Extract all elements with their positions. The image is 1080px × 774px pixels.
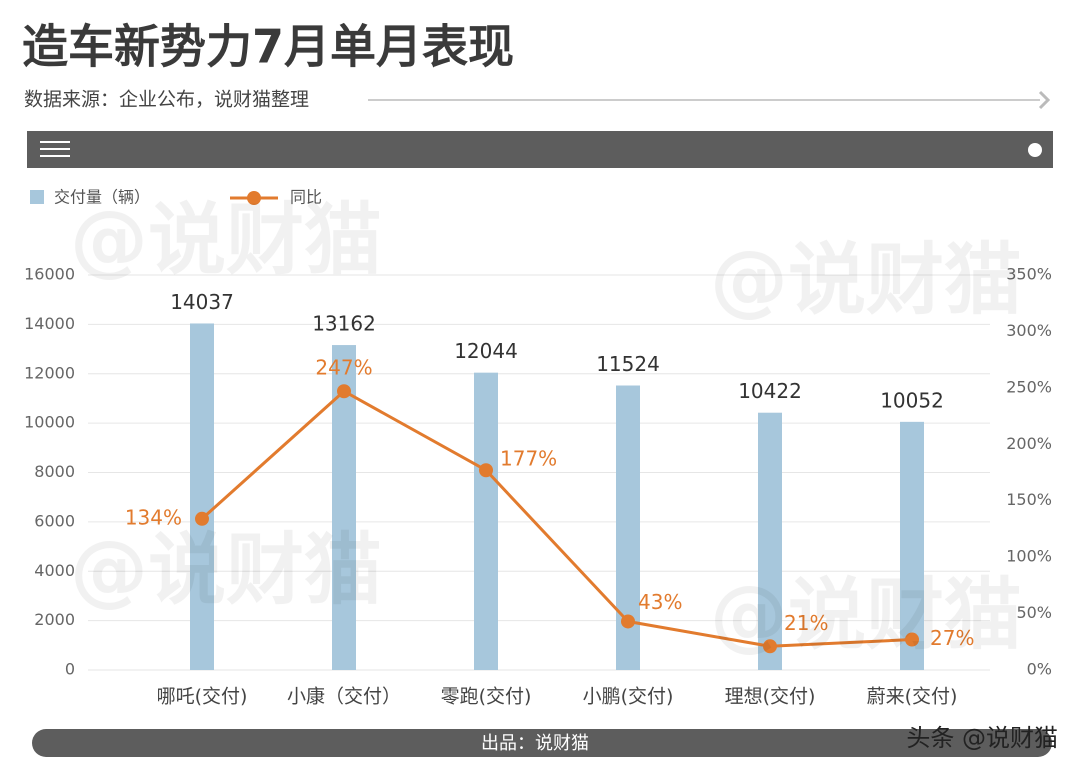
y-tick-label: 6000 <box>34 511 75 530</box>
watermark: @说财猫 <box>710 235 1022 325</box>
y-tick-label: 14000 <box>24 314 75 333</box>
footer: 出品：说财猫 <box>481 733 589 754</box>
x-tick-label: 小康（交付） <box>287 686 401 708</box>
dot-icon <box>1028 143 1042 157</box>
line-marker <box>195 511 209 526</box>
y2-tick-label: 0% <box>1027 660 1052 679</box>
legend-label: 交付量（辆） <box>54 188 150 207</box>
bar <box>190 323 214 670</box>
bar-value-label: 13162 <box>312 312 376 336</box>
bar-value-label: 11524 <box>596 352 660 376</box>
line-value-label: 134% <box>125 505 182 529</box>
y-tick-label: 12000 <box>24 363 75 382</box>
bar-value-label: 10052 <box>880 388 944 412</box>
subtitle: 数据来源：企业公布，说财猫整理 <box>24 89 309 111</box>
y-tick-label: 0 <box>65 660 75 679</box>
x-tick-label: 蔚来(交付) <box>867 686 958 708</box>
x-tick-label: 小鹏(交付) <box>583 686 674 708</box>
y-tick-label: 2000 <box>34 610 75 629</box>
watermarks: @说财猫 @说财猫 @说财猫 @说财猫 <box>70 195 1022 660</box>
line-value-label: 43% <box>638 590 682 614</box>
line-value-label: 177% <box>500 447 557 471</box>
arrow <box>1038 90 1051 110</box>
bar-value-label: 10422 <box>738 379 802 403</box>
y2-tick-label: 300% <box>1006 321 1052 340</box>
y-tick-label: 4000 <box>34 561 75 580</box>
title: 造车新势力7月单月表现 <box>22 20 514 74</box>
bar-value-label: 14037 <box>170 290 234 314</box>
line-value-label: 247% <box>315 356 372 380</box>
y2-tick-label: 100% <box>1006 547 1052 566</box>
x-tick-label: 零跑(交付) <box>441 686 532 708</box>
y-tick-label: 10000 <box>24 413 75 432</box>
line-marker <box>479 463 493 478</box>
line-marker <box>763 639 777 654</box>
legend-swatch <box>30 190 44 204</box>
y2-tick-label: 50% <box>1016 603 1052 622</box>
line-marker <box>905 632 919 647</box>
line-marker <box>621 614 635 629</box>
legend-label: 同比 <box>290 188 322 207</box>
y2-tick-label: 200% <box>1006 434 1052 453</box>
bar-value-label: 12044 <box>454 339 518 363</box>
x-tick-label: 理想(交付) <box>725 686 816 708</box>
watermark: @说财猫 <box>70 195 382 285</box>
y-tick-label: 16000 <box>24 265 75 284</box>
footer-bar <box>32 729 1052 757</box>
legend-marker <box>247 191 261 205</box>
bar <box>474 372 498 670</box>
y-tick-label: 8000 <box>34 462 75 481</box>
y2-tick-label: 250% <box>1006 377 1052 396</box>
line <box>200 389 913 648</box>
y2-tick-label: 150% <box>1006 490 1052 509</box>
line-value-label: 27% <box>930 626 974 650</box>
y2-tick-label: 350% <box>1006 265 1052 284</box>
watermark: @说财猫 <box>710 570 1022 660</box>
source-badge: 头条 @说财猫 <box>906 724 1058 752</box>
line-value-label: 21% <box>784 611 828 635</box>
line-marker <box>337 384 351 399</box>
header-bar <box>27 131 1053 168</box>
bar <box>900 421 924 670</box>
watermark: @说财猫 <box>70 525 382 615</box>
bar <box>758 412 782 670</box>
menu-icon <box>40 141 70 157</box>
x-tick-label: 哪吒(交付) <box>157 686 248 708</box>
